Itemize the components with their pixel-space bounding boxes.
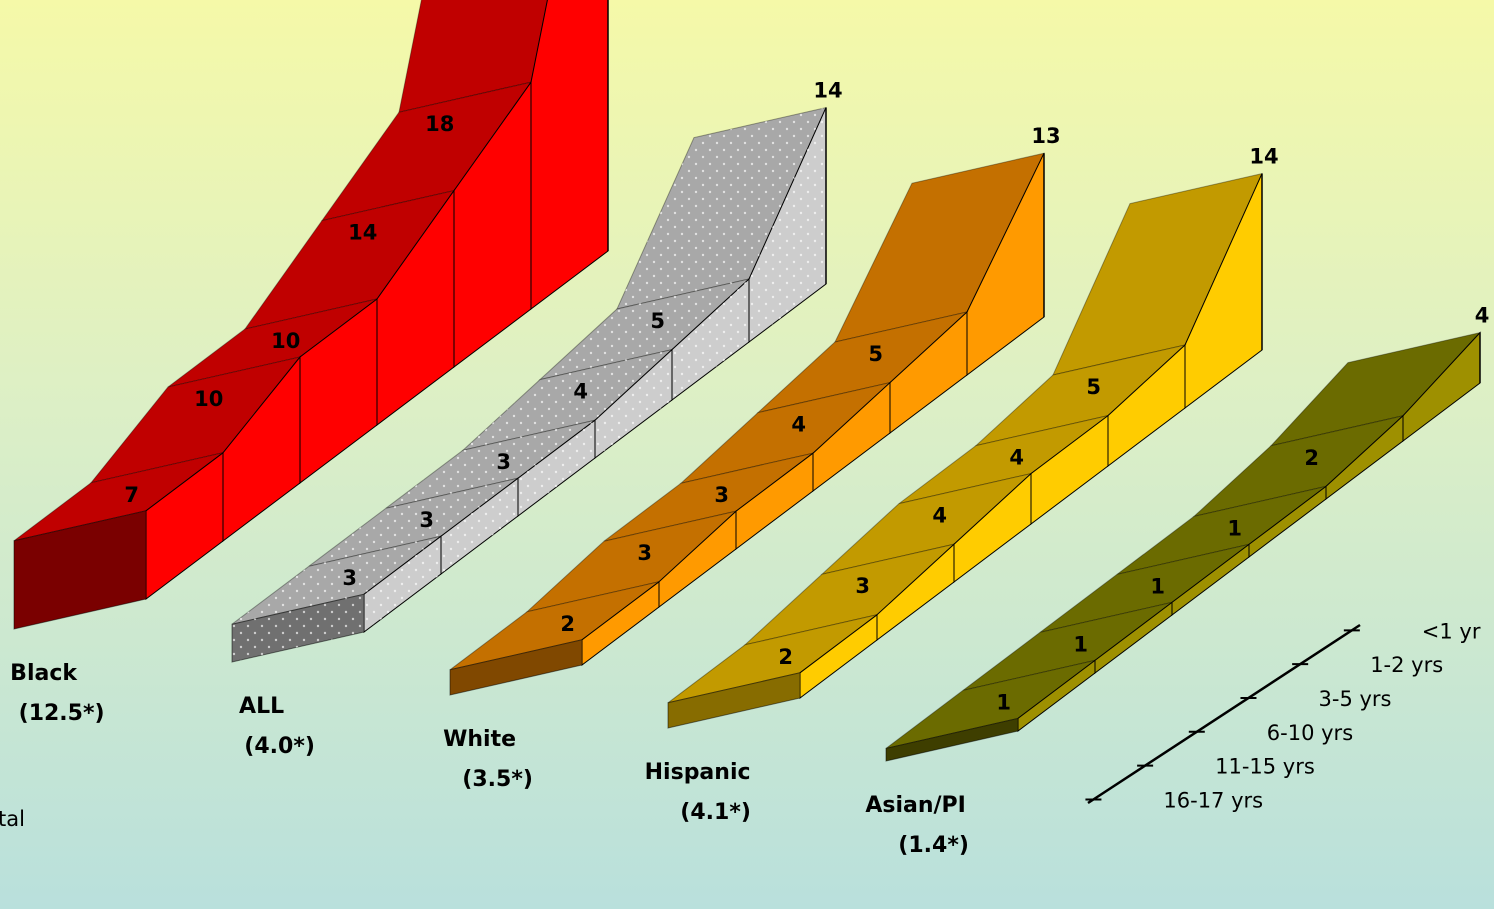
ribbon-end-cap [13, 510, 147, 630]
age-group-label: 1-2 yrs [1370, 653, 1443, 677]
value-label: 14 [1249, 145, 1278, 169]
value-label: 1 [1227, 516, 1242, 540]
ribbon-end-cap [885, 717, 1019, 762]
value-label: 18 [425, 112, 454, 136]
ribbon-white [449, 152, 1045, 696]
series-total-label: (3.5*) [462, 767, 533, 792]
ribbon-wall-dots-0 [749, 107, 826, 342]
ribbon-all [231, 106, 827, 663]
series-label: White [443, 727, 516, 752]
ribbon-top-dots-2 [463, 349, 672, 451]
ribbon-wall-dots-1 [672, 279, 749, 400]
value-label: 14 [813, 79, 842, 103]
value-label: 3 [714, 483, 729, 507]
ribbon-wall-dots-2 [595, 349, 672, 458]
ribbon-hispanic [667, 172, 1263, 729]
value-label: 1 [1150, 574, 1165, 598]
value-label: 1 [996, 690, 1011, 714]
value-label: 3 [855, 574, 870, 598]
ribbon-wall-0 [530, 0, 609, 311]
ribbon-wall-dots-5 [364, 536, 441, 632]
value-label: 10 [271, 329, 300, 353]
series-label: Hispanic [645, 760, 751, 785]
ribbon-black [13, 0, 609, 630]
age-group-label: 11-15 yrs [1215, 755, 1315, 779]
series-total-label: (1.4*) [898, 833, 969, 858]
left-edge-text: tal [0, 807, 25, 831]
ribbon-asian-pi [885, 331, 1482, 762]
age-group-label: <1 yr [1422, 619, 1481, 643]
value-label: 3 [342, 566, 357, 590]
value-label: 4 [932, 504, 947, 528]
age-group-label: 6-10 yrs [1267, 721, 1353, 745]
value-label: 13 [1031, 124, 1060, 148]
value-label: 1 [1073, 632, 1088, 656]
value-label: 5 [868, 342, 883, 366]
ribbon-end-cap [449, 639, 583, 696]
series-total-label: (4.1*) [680, 800, 751, 825]
ribbon-top-dots-1 [540, 279, 749, 380]
ribbon-end-cap [667, 672, 801, 729]
ribbon-wall-dots-4 [441, 478, 518, 574]
age-group-label: 16-17 yrs [1163, 788, 1263, 812]
value-label: 10 [194, 387, 223, 411]
ribbon-top-dots-5 [232, 536, 441, 625]
ribbon-top-dots-0 [617, 107, 826, 309]
series-total-label: (12.5*) [19, 701, 105, 726]
value-label: 3 [419, 508, 434, 532]
value-label: 2 [778, 645, 793, 669]
value-label: 7 [124, 483, 139, 507]
ribbon-wall-dots-3 [518, 420, 595, 516]
value-label: 5 [650, 309, 665, 333]
value-label: 3 [637, 541, 652, 565]
value-label: 4 [1009, 446, 1024, 470]
value-label: 4 [1475, 304, 1490, 328]
value-label: 5 [1086, 375, 1101, 399]
value-label: 3 [496, 450, 511, 474]
ribbon-top-dots-3 [386, 420, 595, 509]
value-label: 2 [1304, 446, 1319, 470]
series-total-label: (4.0*) [244, 734, 315, 759]
value-label: 4 [791, 413, 806, 437]
value-label: 2 [560, 612, 575, 636]
value-label: 14 [348, 221, 377, 245]
depth-axis-line [1087, 623, 1361, 805]
value-label: 4 [573, 380, 588, 404]
age-group-label: 3-5 yrs [1319, 687, 1392, 711]
ribbon-end-cap-dots [232, 594, 364, 662]
series-label: Asian/PI [865, 793, 966, 818]
series-label: ALL [239, 694, 284, 719]
series-label: Black [10, 661, 78, 686]
ribbon-top-dots-4 [309, 478, 518, 567]
